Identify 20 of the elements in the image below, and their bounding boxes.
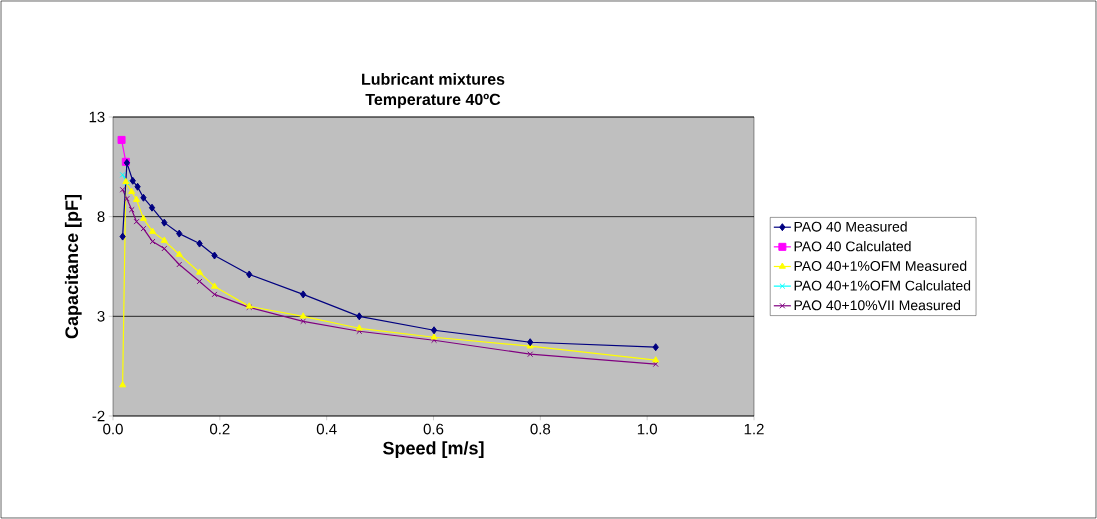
x-tick-label: 0.6 xyxy=(423,423,444,435)
x-tick-label: 0.2 xyxy=(210,423,230,435)
x-axis-title: Speed [m/s] xyxy=(383,441,484,459)
chart-subtitle: Temperature 40ºC xyxy=(365,93,501,109)
legend-label: PAO 40+10%VII Measured xyxy=(794,299,961,311)
legend-label: PAO 40+1%OFM Measured xyxy=(794,260,967,271)
x-tick-label: 0.0 xyxy=(103,423,123,435)
x-tick-label: 0.8 xyxy=(530,423,551,435)
x-tick-label: 0.4 xyxy=(316,423,337,435)
y-tick-label: 3 xyxy=(97,311,105,322)
legend-label: PAO 40 Measured xyxy=(794,221,907,232)
y-tick-label: 13 xyxy=(89,111,105,123)
y-tick-label: 8 xyxy=(97,211,105,222)
x-tick-label: 1.2 xyxy=(744,423,764,435)
y-tick-label: -2 xyxy=(92,410,105,422)
legend-label: PAO 40 Calculated xyxy=(794,241,911,252)
legend-label: PAO 40+1%OFM Calculated xyxy=(794,280,971,291)
y-axis-title: Capacitance [pF] xyxy=(64,195,82,339)
x-tick-label: 1.0 xyxy=(637,423,657,435)
chart-title: Lubricant mixtures xyxy=(362,73,505,85)
